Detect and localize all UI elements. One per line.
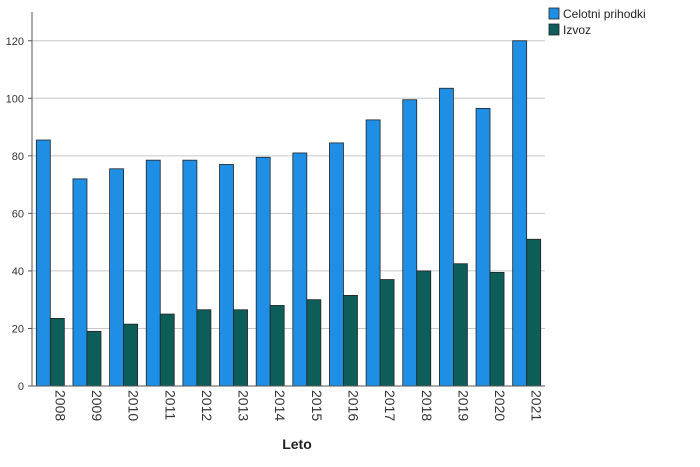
bar-celotni-prihodki-2016 [329, 142, 344, 387]
x-tick-label: 2015 [309, 390, 325, 421]
bar-celotni-prihodki-2009 [72, 178, 88, 387]
y-tick-label: 100 [6, 93, 24, 105]
bar-celotni-prihodki-2017 [365, 119, 381, 387]
bar-celotni-prihodki-2019 [438, 87, 454, 387]
bar-izvoz-2008 [49, 317, 65, 387]
bar-celotni-prihodki-2015 [292, 152, 308, 387]
x-tick-label: 2008 [52, 390, 68, 421]
bar-izvoz-2017 [379, 279, 395, 387]
y-tick-label: 60 [12, 208, 24, 220]
y-tick-label: 80 [12, 151, 24, 163]
x-tick-label: 2010 [126, 390, 142, 421]
x-axis: 2008 2009 2010 2011 2012 2013 2014 2015 2016 2017… [32, 385, 545, 421]
x-axis-title: Leto [282, 436, 312, 452]
bar-izvoz-2014 [269, 305, 285, 387]
bar-celotni-prihodki-2014 [255, 156, 271, 387]
bar-celotni-prihodki-2018 [402, 99, 418, 387]
bar-izvoz-2012 [196, 309, 212, 387]
x-tick-label: 2016 [345, 390, 361, 421]
gridlines [32, 40, 545, 329]
bar-celotni-prihodki-2012 [182, 159, 198, 387]
x-tick-label: 2011 [162, 390, 178, 420]
y-axis: 0 20 40 60 80 100 120 [6, 12, 33, 393]
bar-izvoz-2013 [233, 309, 248, 387]
bar-izvoz-2021 [526, 238, 542, 387]
bar-izvoz-2016 [343, 294, 358, 387]
x-tick-label: 2013 [236, 390, 252, 421]
bar-celotni-prihodki-2011 [145, 159, 161, 387]
x-tick-label: 2021 [529, 390, 545, 421]
bar-izvoz-2010 [123, 323, 139, 387]
x-tick-label: 2020 [492, 390, 508, 421]
x-tick-label: 2019 [455, 390, 471, 421]
bar-celotni-prihodki-2021 [512, 40, 528, 387]
bar-izvoz-2020 [489, 271, 505, 387]
x-tick-label: 2018 [419, 390, 435, 421]
x-tick-label: 2009 [89, 390, 105, 421]
bar-celotni-prihodki-2008 [35, 139, 51, 387]
legend-label-izvoz: Izvoz [563, 23, 591, 37]
legend-label-celotni-prihodki: Celotni prihodki [563, 7, 646, 21]
x-tick-label: 2017 [382, 390, 398, 421]
bar-izvoz-2015 [306, 299, 322, 387]
x-tick-label: 2014 [272, 390, 288, 421]
bar-izvoz-2019 [452, 263, 468, 387]
bar-izvoz-2018 [416, 270, 432, 387]
legend: Celotni prihodki Izvoz [548, 7, 646, 37]
legend-swatch-izvoz [548, 23, 560, 36]
y-tick-label: 0 [18, 381, 24, 393]
bar-izvoz-2009 [86, 330, 102, 387]
legend-swatch-celotni-prihodki [548, 7, 560, 20]
x-tick-label: 2012 [199, 390, 215, 421]
y-tick-label: 20 [12, 323, 24, 335]
bar-celotni-prihodki-2013 [219, 164, 234, 387]
y-tick-label: 40 [12, 266, 24, 278]
bar-celotni-prihodki-2020 [475, 107, 491, 387]
y-tick-label: 120 [6, 36, 24, 48]
bar-celotni-prihodki-2010 [109, 168, 125, 387]
bar-izvoz-2011 [159, 313, 175, 387]
